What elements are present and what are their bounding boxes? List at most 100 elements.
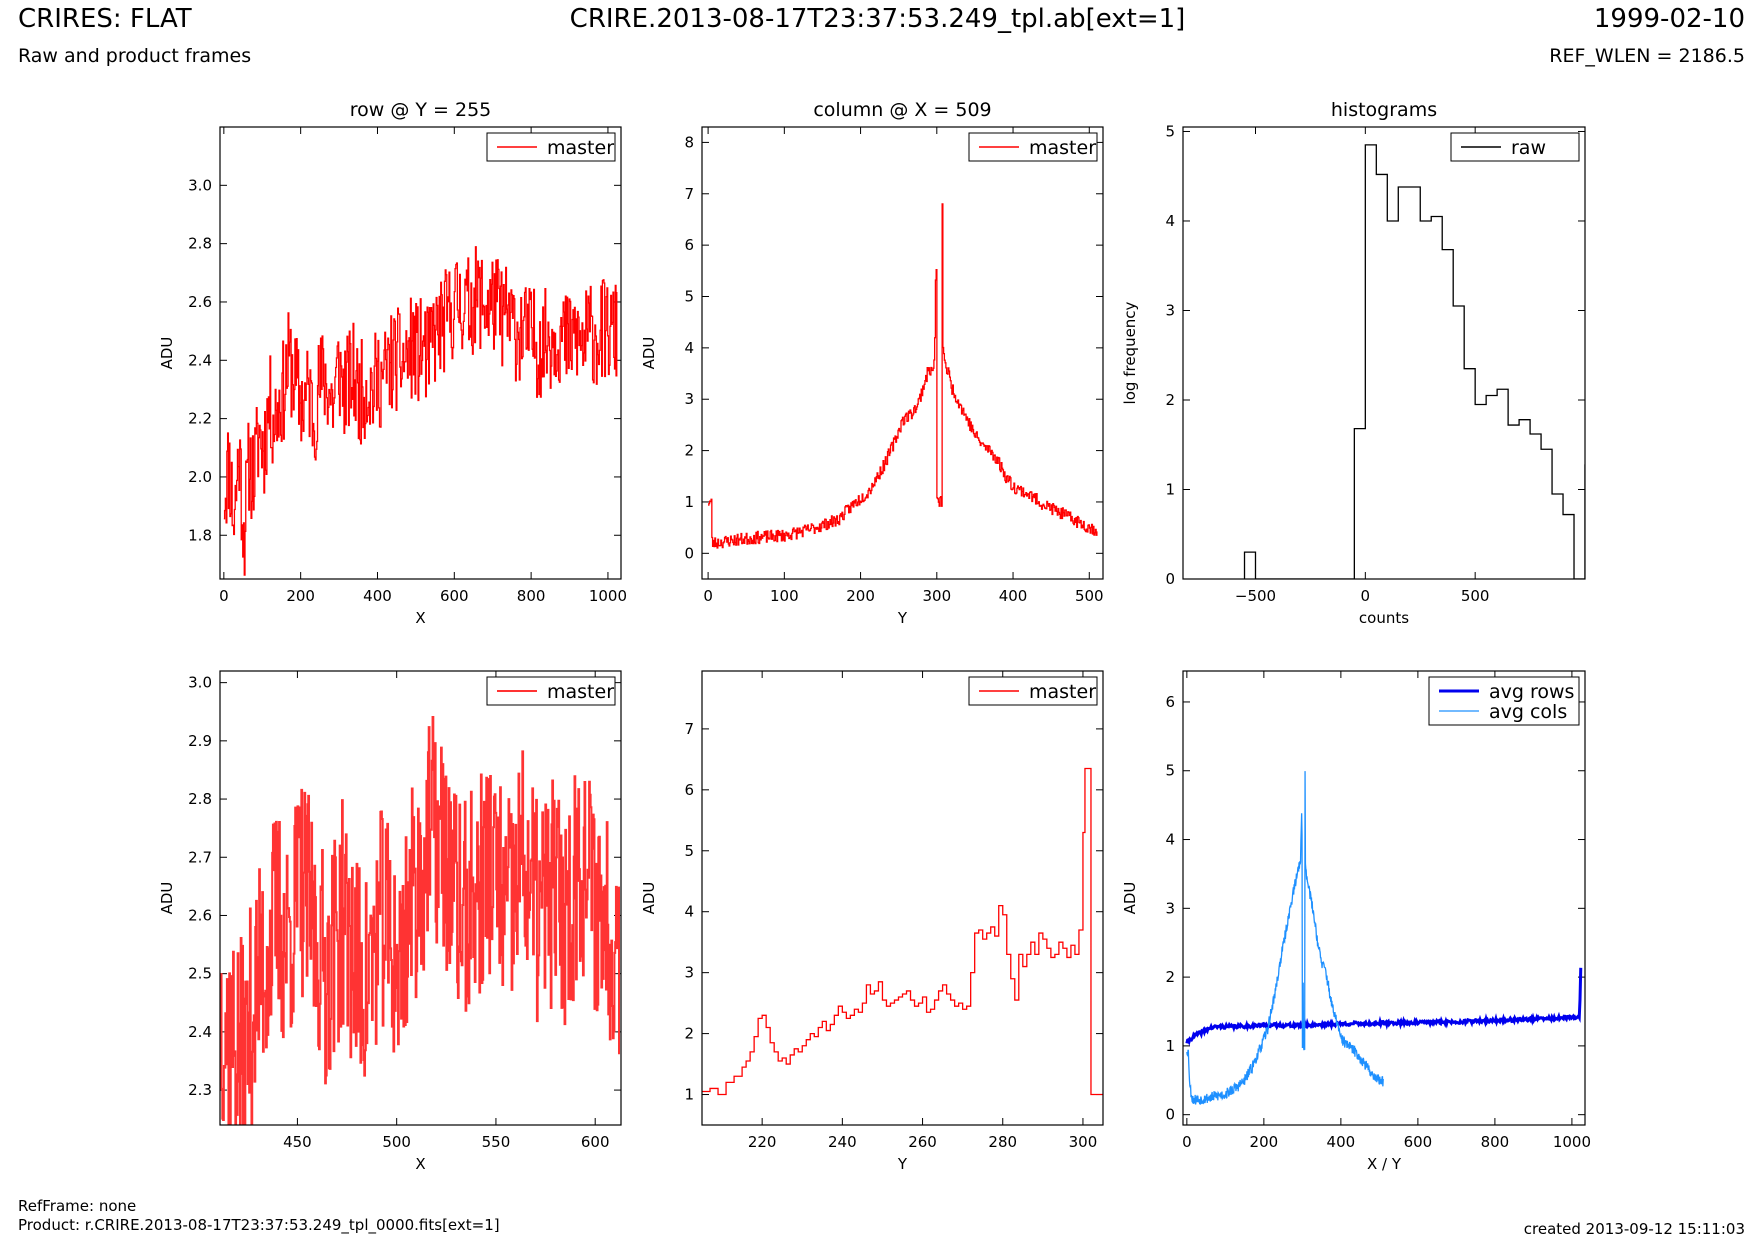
series-raw <box>1243 144 1585 579</box>
y-axis-label: ADU <box>158 882 176 915</box>
y-tick-label: 2 <box>684 1025 694 1043</box>
x-tick-label: 260 <box>908 1133 937 1151</box>
axes-frame <box>701 126 1104 580</box>
y-tick-label: 2.7 <box>188 848 212 866</box>
plot-area <box>223 246 618 576</box>
x-tick-label: 240 <box>828 1133 857 1151</box>
y-tick-label: 1 <box>684 1086 694 1104</box>
x-tick-label: 1000 <box>589 587 627 605</box>
y-tick-label: 0 <box>1165 1106 1175 1124</box>
y-tick-label: 5 <box>684 288 694 306</box>
x-tick-label: 600 <box>440 587 469 605</box>
series-avg-cols <box>1186 771 1384 1105</box>
plot-column-zoom: Y ADU 220 240 260 280 300 1 2 3 4 5 6 7 master <box>640 670 1104 1173</box>
y-tick-label: 5 <box>1165 122 1175 140</box>
legend-label: master <box>547 681 614 703</box>
y-tick-label: 2.2 <box>188 410 212 428</box>
x-axis-label: counts <box>1359 609 1409 627</box>
x-tick-label: 1000 <box>1553 1133 1591 1151</box>
x-tick-label: 550 <box>482 1133 511 1151</box>
legend-label: master <box>547 137 614 159</box>
x-tick-label: 500 <box>1461 587 1490 605</box>
x-axis-label: X <box>415 609 425 627</box>
y-tick-label: 7 <box>684 720 694 738</box>
x-tick-label: 200 <box>286 587 315 605</box>
y-tick-label: 3 <box>684 390 694 408</box>
x-tick-label: 300 <box>1069 1133 1098 1151</box>
series-master <box>223 246 618 576</box>
plot-row: row @ Y = 255 X ADU 0 200 400 600 800 1000 1.8 2.0… <box>158 99 627 627</box>
x-axis-label: X / Y <box>1367 1155 1402 1173</box>
source-filename: CRIRE.2013-08-17T23:37:53.249_tpl.ab[ext… <box>569 4 1186 34</box>
x-axis-label: Y <box>897 1155 908 1173</box>
y-tick-label: 2.4 <box>188 351 212 369</box>
legend: master <box>968 132 1098 162</box>
y-tick-label: 8 <box>684 133 694 151</box>
y-tick-label: 4 <box>1165 831 1175 849</box>
y-tick-label: 2 <box>1165 391 1175 409</box>
legend: master <box>486 676 616 706</box>
legend-label: master <box>1029 137 1096 159</box>
x-tick-label: 400 <box>1327 1133 1356 1151</box>
plot-title: column @ X = 509 <box>813 99 991 121</box>
x-tick-label: 400 <box>999 587 1028 605</box>
x-tick-label: 300 <box>922 587 951 605</box>
y-tick-label: 7 <box>684 185 694 203</box>
series-master <box>702 767 1103 1096</box>
y-tick-label: 1 <box>684 493 694 511</box>
plot-area <box>1243 144 1585 579</box>
y-tick-label: 3.0 <box>188 674 212 692</box>
created-timestamp: created 2013-09-12 15:11:03 <box>1523 1220 1745 1238</box>
y-tick-label: 5 <box>684 842 694 860</box>
refframe-note: RefFrame: none <box>18 1197 137 1215</box>
legend: master <box>968 676 1098 706</box>
y-tick-label: 4 <box>684 339 694 357</box>
y-tick-label: 0 <box>1165 570 1175 588</box>
report-title: CRIRES: FLAT <box>18 4 192 34</box>
x-tick-label: 800 <box>517 587 546 605</box>
y-tick-label: 3 <box>1165 301 1175 319</box>
plot-area <box>1185 771 1583 1105</box>
series-master <box>708 203 1098 549</box>
y-tick-label: 3.0 <box>188 176 212 194</box>
y-tick-label: 3 <box>684 964 694 982</box>
legend-label: avg rows <box>1489 681 1574 703</box>
y-tick-label: 1.8 <box>188 526 212 544</box>
y-tick-label: 1 <box>1165 480 1175 498</box>
legend: raw <box>1450 132 1580 162</box>
observation-date: 1999-02-10 <box>1593 4 1745 34</box>
axes-frame <box>701 670 1104 1126</box>
x-tick-label: 600 <box>581 1133 610 1151</box>
y-tick-label: 3 <box>1165 899 1175 917</box>
x-tick-label: −500 <box>1235 587 1276 605</box>
y-tick-label: 2.6 <box>188 293 212 311</box>
y-tick-label: 1 <box>1165 1037 1175 1055</box>
y-tick-label: 6 <box>684 236 694 254</box>
x-tick-label: 0 <box>219 587 229 605</box>
y-tick-label: 2.8 <box>188 790 212 808</box>
plot-area <box>708 203 1098 549</box>
axes-frame <box>219 126 622 580</box>
legend-label: avg cols <box>1489 701 1567 723</box>
x-tick-label: 220 <box>748 1133 777 1151</box>
x-tick-label: 450 <box>283 1133 312 1151</box>
x-tick-label: 280 <box>988 1133 1017 1151</box>
y-tick-label: 4 <box>1165 212 1175 230</box>
x-axis-label: X <box>415 1155 425 1173</box>
y-tick-label: 6 <box>684 781 694 799</box>
y-tick-label: 2 <box>684 442 694 460</box>
x-tick-label: 0 <box>1361 587 1371 605</box>
legend-label: raw <box>1511 137 1546 159</box>
y-tick-label: 5 <box>1165 762 1175 780</box>
x-tick-label: 600 <box>1404 1133 1433 1151</box>
plot-area <box>220 716 621 1125</box>
product-note: Product: r.CRIRE.2013-08-17T23:37:53.249… <box>18 1216 500 1234</box>
x-tick-label: 0 <box>703 587 713 605</box>
report-subtitle: Raw and product frames <box>18 45 252 67</box>
axes-frame <box>1182 126 1586 580</box>
x-tick-label: 200 <box>1250 1133 1279 1151</box>
plot-averages: X / Y ADU 0 200 400 600 800 1000 0 1 2 3 4 5 6 avg rows… <box>1121 670 1591 1173</box>
y-axis-label: ADU <box>158 337 176 370</box>
